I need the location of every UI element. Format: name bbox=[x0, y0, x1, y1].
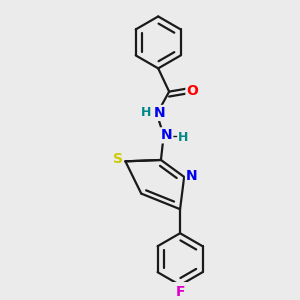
Text: S: S bbox=[113, 152, 123, 166]
Text: N: N bbox=[160, 128, 172, 142]
Text: N: N bbox=[186, 169, 198, 182]
Text: H: H bbox=[141, 106, 152, 119]
Text: N: N bbox=[154, 106, 165, 120]
Text: O: O bbox=[186, 84, 198, 98]
Text: H: H bbox=[178, 131, 188, 144]
Text: F: F bbox=[175, 285, 185, 299]
